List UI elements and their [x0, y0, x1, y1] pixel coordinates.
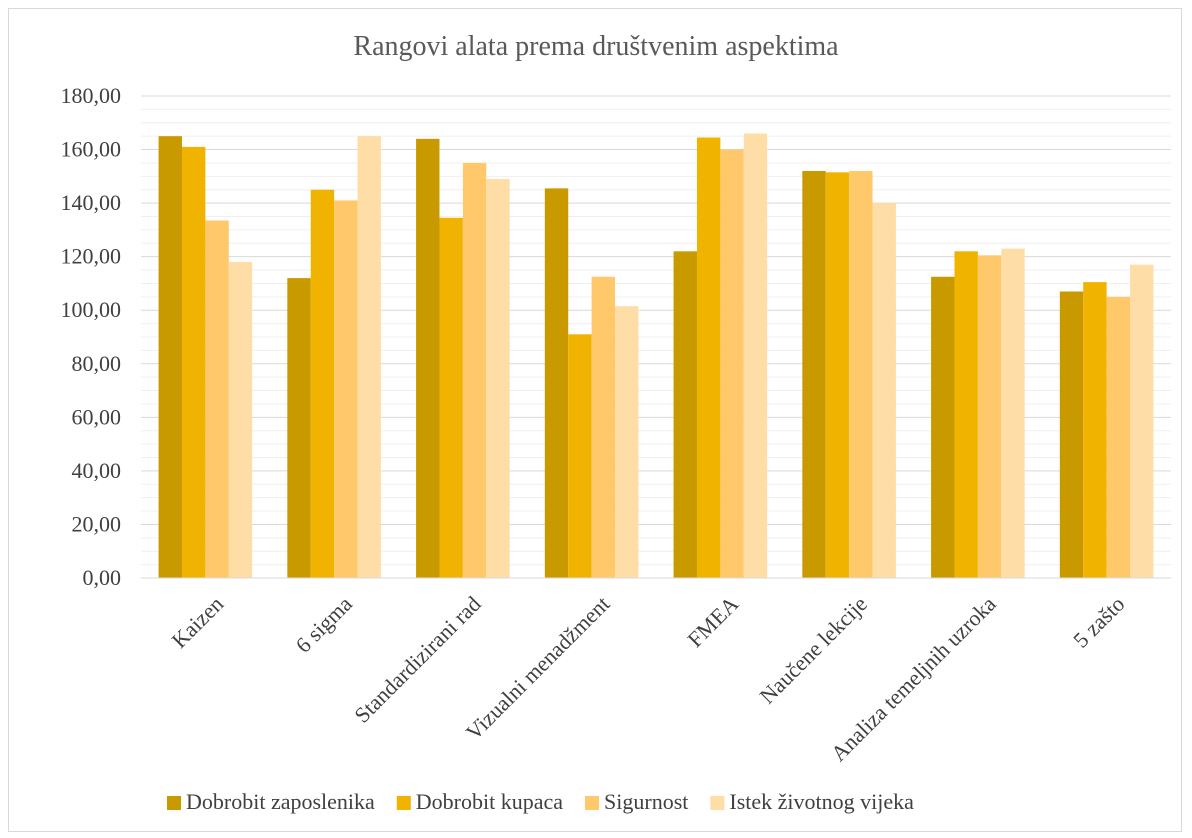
y-tick-label: 120,00 [61, 244, 122, 269]
bar-4-3 [486, 179, 510, 578]
x-category-label: Naučene lekcije [755, 591, 872, 708]
bar-1-3 [416, 138, 440, 578]
bar-4-4 [615, 306, 639, 578]
bar-4-5 [743, 133, 768, 578]
legend-swatch [396, 796, 411, 810]
legend: Dobrobit zaposlenika Dobrobit kupaca Sigur… [167, 789, 914, 814]
y-tick-label: 80,00 [72, 351, 122, 376]
bar-2-7 [954, 251, 978, 579]
bar-3-7 [977, 255, 1002, 579]
bar-2-1 [181, 146, 206, 578]
legend-swatch [710, 796, 725, 810]
y-tick-label: 60,00 [72, 404, 122, 429]
x-category-label: Vizualni menadžment [461, 591, 615, 745]
x-category-label: FMEA [682, 591, 743, 652]
bar-2-6 [825, 172, 850, 579]
bar-4-7 [1001, 248, 1025, 578]
bar-3-6 [849, 170, 873, 578]
y-tick-label: 40,00 [72, 458, 122, 483]
bar-3-3 [462, 162, 487, 578]
bar-3-5 [720, 149, 744, 579]
x-category-label: Standardizirani rad [349, 591, 485, 727]
legend-label: Dobrobit kupaca [416, 789, 563, 814]
bar-1-6 [802, 170, 826, 578]
chart-frame: Rangovi alata prema društvenim aspektima… [8, 8, 1182, 832]
bar-1-2 [287, 278, 311, 578]
y-tick-label: 160,00 [61, 137, 122, 162]
bar-2-3 [439, 217, 463, 579]
bar-3-8 [1106, 296, 1131, 578]
y-tick-label: 0,00 [83, 565, 122, 590]
x-category-label: 5 zašto [1068, 591, 1129, 652]
bar-1-5 [673, 251, 697, 579]
y-tick-label: 140,00 [61, 190, 122, 215]
legend-label: Dobrobit zaposlenika [186, 789, 375, 814]
y-tick-label: 180,00 [61, 83, 122, 108]
bar-4-1 [228, 262, 253, 578]
bar-4-8 [1130, 264, 1154, 578]
bar-2-5 [696, 137, 721, 578]
y-tick-label: 100,00 [61, 297, 122, 322]
bar-2-4 [568, 334, 592, 578]
bar-2-8 [1083, 282, 1107, 578]
y-tick-label: 20,00 [72, 511, 122, 536]
legend-label: Istek životnog vijeka [729, 789, 914, 814]
chart-title: Rangovi alata prema društvenim aspektima [353, 31, 839, 62]
bar-1-7 [931, 276, 955, 578]
bar-4-6 [872, 203, 896, 578]
bars [158, 133, 1154, 579]
bar-1-4 [544, 188, 569, 578]
legend-label: Sigurnost [604, 789, 688, 814]
x-category-label: 6 sigma [290, 591, 357, 658]
bar-1-8 [1059, 291, 1084, 578]
chart-svg: Rangovi alata prema društvenim aspektima… [61, 31, 1171, 814]
bar-3-2 [334, 200, 358, 578]
bar-1-1 [158, 136, 182, 578]
x-category-label: Kaizen [166, 591, 228, 653]
bar-3-1 [205, 220, 229, 578]
bar-3-4 [591, 276, 616, 578]
y-axis-ticks: 0,00 20,00 40,00 60,00 80,00 100,00 120,00 140,… [61, 83, 122, 590]
bar-4-2 [357, 136, 381, 578]
legend-swatch [167, 796, 181, 810]
legend-swatch [585, 796, 600, 810]
bar-2-2 [310, 189, 335, 578]
